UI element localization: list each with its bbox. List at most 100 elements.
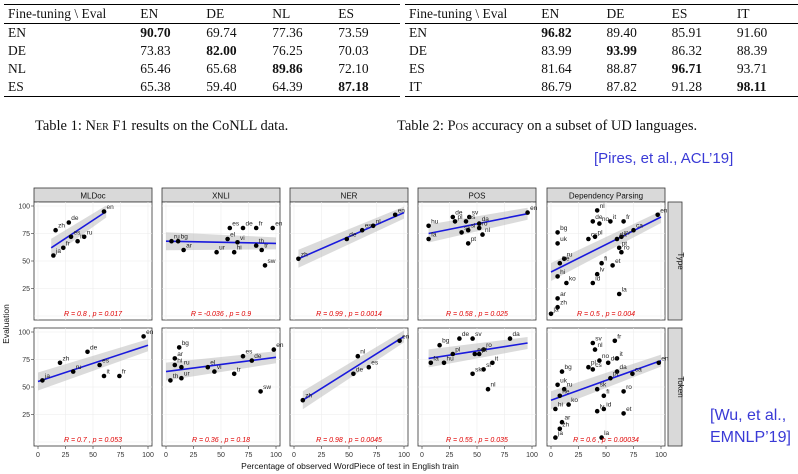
row-label: DE [8, 43, 26, 58]
x-tick-label: 75 [630, 452, 638, 459]
point-label: it [613, 214, 616, 221]
point-label: no [602, 216, 610, 223]
data-point [66, 220, 72, 225]
point-label: es [74, 229, 82, 236]
point-label: pl [458, 214, 464, 221]
x-tick-label: 50 [602, 452, 610, 459]
point-label: ru [174, 234, 180, 241]
point-label: nl [600, 203, 606, 210]
data-point [555, 382, 560, 388]
table-row: IT 86.79 87.82 91.28 98.11 [405, 78, 798, 97]
x-tick-label: 100 [398, 452, 410, 459]
row-label: ES [4, 78, 137, 97]
table-cell: 91.28 [667, 78, 733, 97]
point-label: de [455, 210, 463, 217]
data-point [463, 219, 469, 224]
data-point [172, 356, 178, 361]
point-label: id [595, 276, 600, 283]
data-point [231, 249, 237, 255]
point-label: ar [560, 291, 567, 298]
data-point [249, 358, 255, 363]
point-label: sv [624, 229, 631, 236]
point-label: en [107, 204, 115, 211]
x-tick-label: 75 [245, 452, 253, 459]
row-label: EN [409, 25, 427, 40]
table-cell: 70.03 [338, 43, 369, 58]
data-point [235, 240, 240, 245]
point-label: et [615, 258, 621, 265]
point-label: sv [475, 331, 482, 338]
data-point [621, 389, 626, 394]
table-cell: 65.68 [206, 61, 237, 76]
point-label: vi [240, 235, 245, 242]
data-point [590, 219, 596, 224]
x-tick-label: 50 [217, 452, 225, 459]
data-point [608, 219, 613, 224]
table-cell: 86.79 [537, 78, 603, 97]
data-point [599, 260, 604, 266]
data-point [459, 230, 464, 235]
data-point [450, 214, 456, 220]
data-point [555, 296, 560, 301]
table-cell: 88.87 [606, 61, 637, 76]
data-point [614, 236, 620, 242]
data-point [601, 406, 607, 412]
table-cell: 65.46 [140, 61, 171, 76]
table-cell: 88.39 [736, 43, 768, 58]
point-label: pt [613, 371, 619, 378]
point-label: ja [44, 373, 50, 380]
data-point [557, 393, 563, 399]
point-label: de [595, 214, 603, 221]
regression-line [550, 216, 662, 273]
data-point [457, 336, 462, 341]
point-label: nl [360, 349, 366, 356]
point-label: no [602, 353, 610, 360]
point-label: en [146, 329, 154, 336]
facet-label-ner: NER [341, 192, 358, 201]
point-label: pl [598, 229, 604, 236]
header-en: EN [537, 4, 603, 24]
data-point [485, 386, 491, 392]
table-row: ES 65.38 59.40 64.39 87.18 [4, 78, 401, 97]
data-point [428, 360, 434, 366]
table-cell: 93.99 [606, 43, 637, 58]
x-tick-label: 50 [345, 452, 353, 459]
caption-text: accuracy on a subset of UD languages. [468, 118, 698, 134]
table-1: Fine-tuning \ Eval EN DE NL ES EN 90.70 69.74 7… [4, 4, 401, 97]
x-tick-label: 100 [142, 452, 154, 459]
citation-wu-line-1: [Wu, et al., [710, 407, 787, 424]
table-cell: 87.18 [334, 78, 401, 97]
point-label: es [371, 360, 379, 367]
data-point [355, 353, 361, 359]
data-point [231, 371, 237, 377]
data-point [555, 241, 560, 246]
data-point [586, 364, 591, 370]
point-label: ko [571, 397, 578, 404]
data-point [561, 256, 567, 262]
header-row-label: Fine-tuning \ Eval [405, 4, 538, 24]
y-tick-label: 75 [22, 231, 30, 238]
facet-label-dependency-parsing: Dependency Parsing [569, 192, 643, 201]
y-axis-label: Evaluation [1, 304, 11, 344]
header-de: DE [202, 4, 269, 24]
data-point [590, 367, 596, 372]
point-label: de [90, 344, 98, 351]
point-label: de [611, 355, 619, 362]
data-point [476, 225, 482, 231]
correlation-stat: R = 0.55 , p = 0.035 [446, 437, 508, 444]
data-point [594, 208, 600, 213]
data-point [61, 245, 66, 251]
data-point [212, 369, 217, 374]
data-point [452, 219, 458, 224]
table-cell: 82.00 [206, 43, 237, 58]
x-tick-label: 100 [655, 452, 667, 459]
data-point [240, 225, 246, 231]
x-tick-label: 50 [473, 452, 481, 459]
point-label: fr [626, 214, 631, 221]
point-label: en [660, 207, 668, 214]
data-point [359, 227, 365, 233]
point-label: it [80, 234, 83, 241]
x-tick-label: 75 [373, 452, 381, 459]
point-label: de [349, 232, 357, 239]
caption-prefix: Table 1: [35, 118, 86, 134]
